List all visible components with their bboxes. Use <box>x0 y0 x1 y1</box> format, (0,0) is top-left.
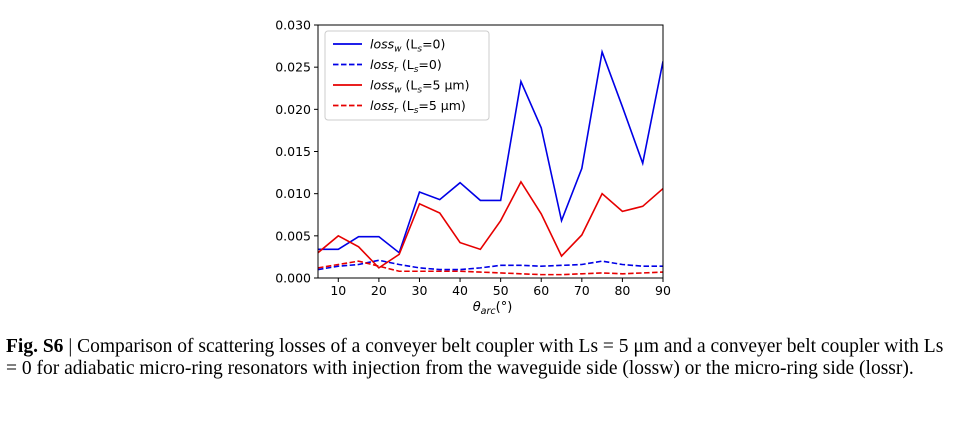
figure-caption: Fig. S6 | Comparison of scattering losse… <box>6 336 951 380</box>
legend-paren: (L <box>398 98 414 113</box>
x-tick-label: 80 <box>614 283 630 298</box>
series-line-2 <box>318 259 663 271</box>
x-axis-label: θarc(°) <box>473 300 513 317</box>
y-tick-label: 0.030 <box>275 18 311 33</box>
legend-paren-rest: =5 μm) <box>422 78 469 93</box>
legend-sub: r <box>394 106 399 116</box>
x-axis-subscript: arc <box>481 306 497 317</box>
legend-paren-rest: =0) <box>418 57 441 72</box>
x-tick-label: 40 <box>452 283 468 298</box>
legend-box <box>324 30 490 121</box>
x-tick-label: 90 <box>655 283 671 298</box>
legend-base: loss <box>370 57 395 72</box>
legend-paren: (L <box>402 78 418 93</box>
legend-paren-rest: =5 μm) <box>418 98 465 113</box>
legend-label-1: lossw (Ls=0) <box>370 37 445 55</box>
y-tick-label: 0.015 <box>275 144 311 159</box>
legend-paren-sub: s <box>414 65 419 75</box>
legend-paren-sub: s <box>417 45 422 55</box>
legend-paren-sub: s <box>417 86 422 96</box>
x-tick-label: 50 <box>493 283 509 298</box>
x-axis-unit: (°) <box>496 300 513 315</box>
series-line-4 <box>318 260 663 276</box>
caption-text: | Comparison of scattering losses of a c… <box>6 336 944 379</box>
y-tick-label: 0.000 <box>275 271 311 286</box>
legend-label-2: lossr (Ls=0) <box>370 57 442 75</box>
y-tick-label: 0.005 <box>275 228 311 243</box>
legend-paren-rest: =0) <box>422 37 445 52</box>
series-group <box>318 48 663 276</box>
caption-figure-number: Fig. S6 <box>6 336 64 357</box>
legend-label-4: lossr (Ls=5 μm) <box>370 98 466 116</box>
x-tick-label: 70 <box>574 283 590 298</box>
series-line-3 <box>318 180 663 269</box>
legend-base: loss <box>370 78 395 93</box>
legend-sub: w <box>394 86 402 96</box>
x-axis-symbol: θ <box>473 300 481 315</box>
y-tick-label: 0.025 <box>275 60 311 75</box>
legend-sub: r <box>394 65 399 75</box>
legend-sub: w <box>394 45 402 55</box>
legend-label-3: lossw (Ls=5 μm) <box>370 78 469 96</box>
legend-paren-sub: s <box>414 106 419 116</box>
legend-paren: (L <box>398 57 414 72</box>
legend-base: loss <box>370 98 395 113</box>
series-line-1 <box>318 48 663 255</box>
plot-area: 0.000 0.005 0.010 0.015 0.020 0.025 0.030 10 20 3… <box>275 18 671 318</box>
x-tick-label: 10 <box>330 283 346 298</box>
y-tick-label: 0.010 <box>275 186 311 201</box>
x-tick-label: 60 <box>533 283 549 298</box>
y-tick-label: 0.020 <box>275 102 311 117</box>
x-tick-label: 20 <box>371 283 387 298</box>
legend-paren: (L <box>402 37 418 52</box>
legend: lossw (Ls=0)lossr (Ls=0)lossw (Ls=5 μm)l… <box>324 30 490 121</box>
x-tick-label: 30 <box>412 283 428 298</box>
legend-base: loss <box>370 37 395 52</box>
